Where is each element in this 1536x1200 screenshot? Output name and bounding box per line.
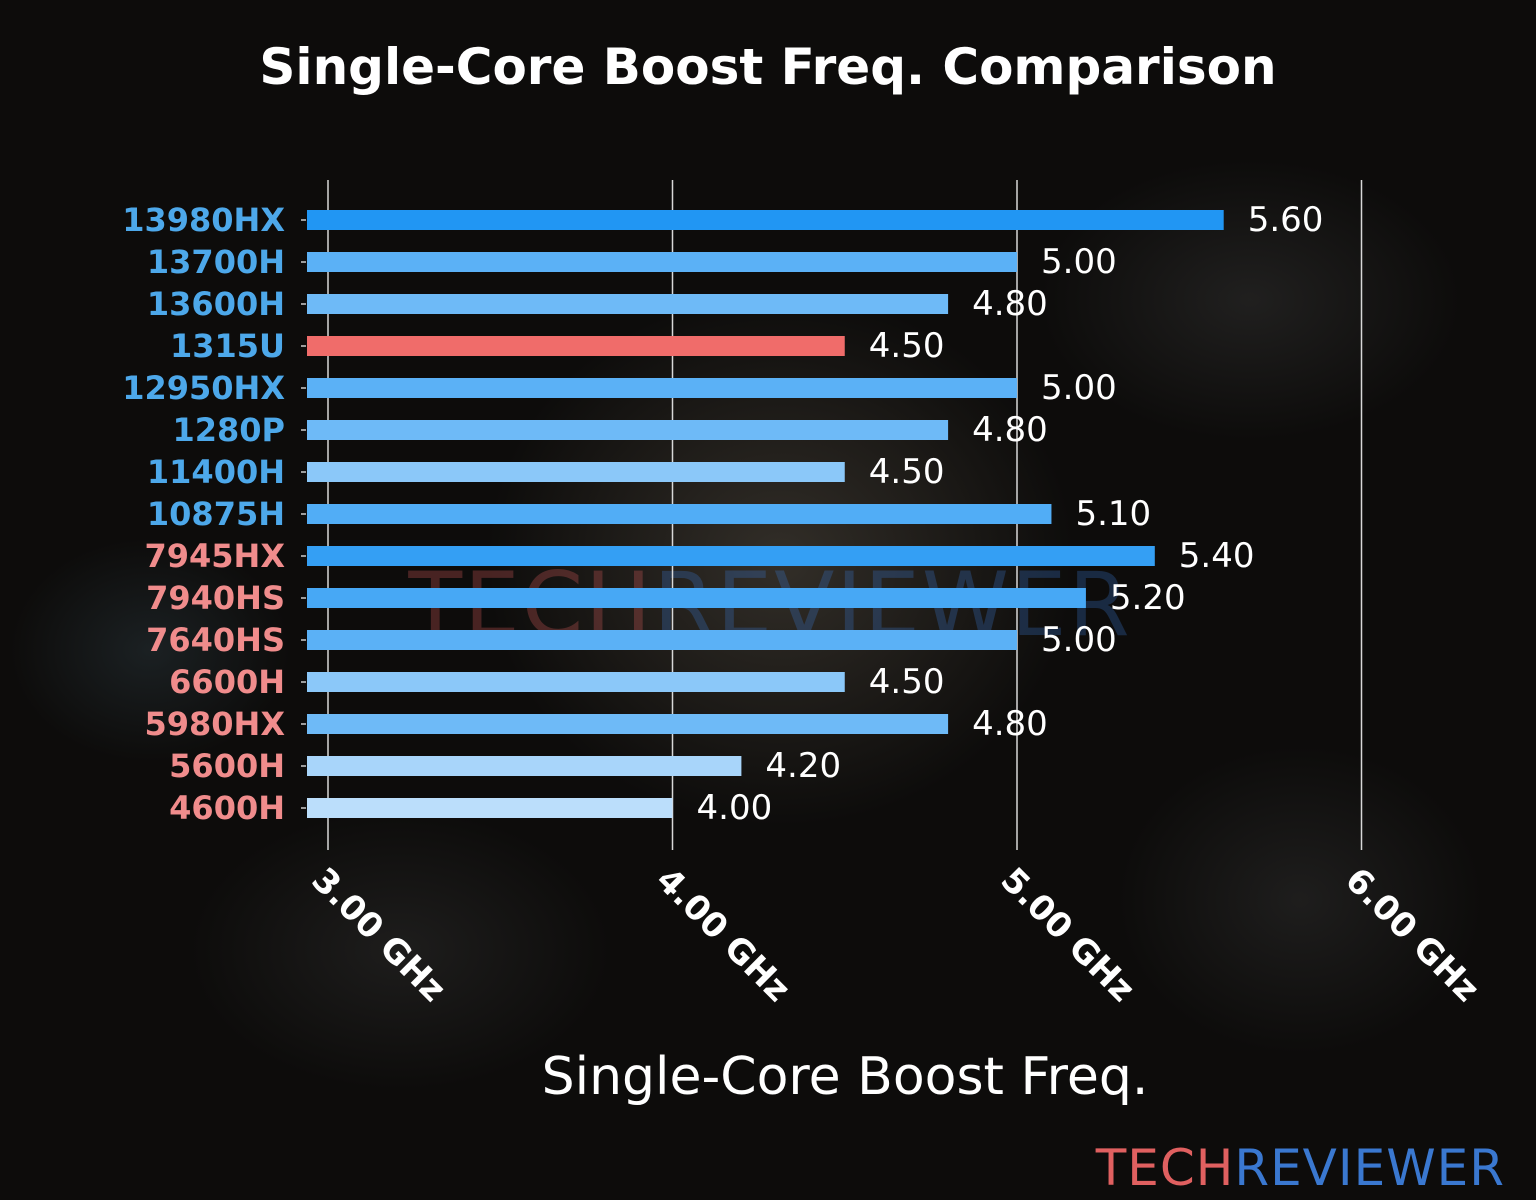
x-tick-label: 6.00 GHz bbox=[1337, 860, 1487, 1010]
category-label: 13980HX bbox=[122, 201, 285, 239]
bar bbox=[307, 420, 949, 440]
category-label: 6600H bbox=[169, 663, 285, 701]
chart-title: Single-Core Boost Freq. Comparison bbox=[259, 38, 1276, 96]
bar bbox=[307, 504, 1052, 524]
bar bbox=[307, 294, 949, 314]
bar bbox=[307, 210, 1224, 230]
category-label: 13600H bbox=[147, 285, 285, 323]
category-label: 7945HX bbox=[144, 537, 285, 575]
value-label: 4.50 bbox=[869, 452, 945, 492]
category-label: 5600H bbox=[169, 747, 285, 785]
value-label: 4.50 bbox=[869, 662, 945, 702]
value-label: 5.00 bbox=[1041, 620, 1117, 660]
bar bbox=[307, 798, 673, 818]
x-tick-labels: 3.00 GHz 4.00 GHz 5.00 GHz 6.00 GHz bbox=[304, 860, 1487, 1010]
bar bbox=[307, 546, 1155, 566]
category-label: 1280P bbox=[172, 411, 285, 449]
category-label: 11400H bbox=[147, 453, 285, 491]
x-tick-label: 3.00 GHz bbox=[304, 860, 454, 1010]
category-label: 10875H bbox=[147, 495, 285, 533]
category-labels: 13980HX 13700H 13600H 1315U 12950HX 1280P 1140… bbox=[122, 201, 285, 827]
category-label: 4600H bbox=[169, 789, 285, 827]
bar bbox=[307, 462, 845, 482]
category-label: 13700H bbox=[147, 243, 285, 281]
category-label: 1315U bbox=[170, 327, 285, 365]
bar bbox=[307, 336, 845, 356]
x-tick-label: 5.00 GHz bbox=[993, 860, 1143, 1010]
bar bbox=[307, 588, 1086, 608]
bar bbox=[307, 252, 1017, 272]
category-label: 7940HS bbox=[146, 579, 285, 617]
value-label: 4.80 bbox=[972, 704, 1048, 744]
value-label: 5.20 bbox=[1110, 578, 1186, 618]
value-labels: 5.605.004.804.505.004.804.505.105.405.20… bbox=[697, 200, 1324, 828]
value-label: 5.10 bbox=[1075, 494, 1151, 534]
bar bbox=[307, 672, 845, 692]
value-label: 4.80 bbox=[972, 284, 1048, 324]
bar bbox=[307, 630, 1017, 650]
value-label: 4.00 bbox=[697, 788, 773, 828]
value-label: 5.00 bbox=[1041, 242, 1117, 282]
category-label: 7640HS bbox=[146, 621, 285, 659]
value-label: 4.80 bbox=[972, 410, 1048, 450]
bar bbox=[307, 756, 742, 776]
value-label: 5.40 bbox=[1179, 536, 1255, 576]
value-label: 4.20 bbox=[765, 746, 841, 786]
value-label: 4.50 bbox=[869, 326, 945, 366]
bars bbox=[301, 210, 1224, 818]
x-tick-label: 4.00 GHz bbox=[648, 860, 798, 1010]
bar bbox=[307, 378, 1017, 398]
category-label: 5980HX bbox=[144, 705, 285, 743]
value-label: 5.00 bbox=[1041, 368, 1117, 408]
value-label: 5.60 bbox=[1248, 200, 1324, 240]
bar bbox=[307, 714, 949, 734]
techreviewer-logo: TECHREVIEWER bbox=[1095, 1139, 1505, 1197]
category-label: 12950HX bbox=[122, 369, 285, 407]
x-axis-label: Single-Core Boost Freq. bbox=[542, 1047, 1149, 1107]
